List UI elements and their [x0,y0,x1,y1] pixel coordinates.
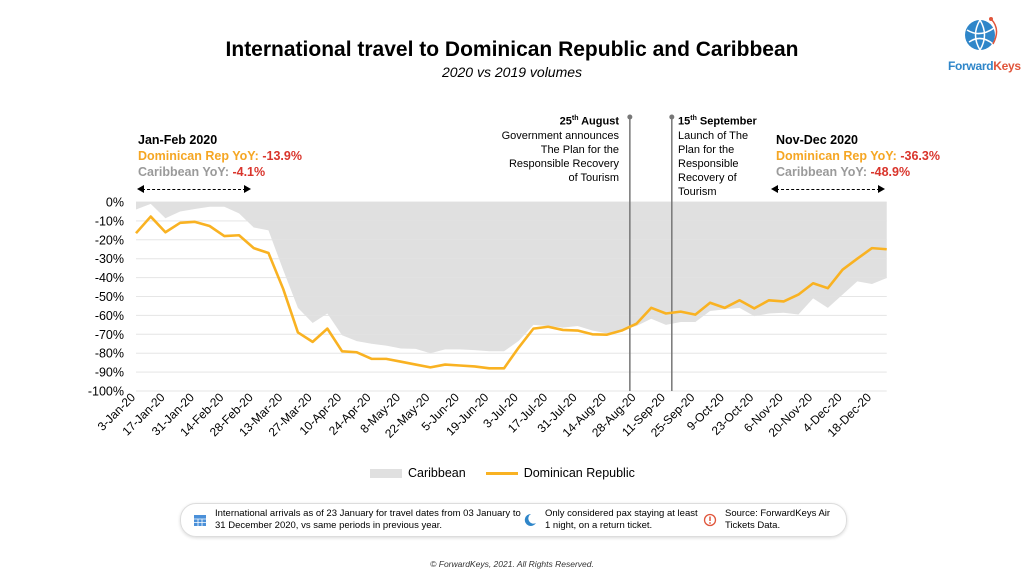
globe-icon [965,17,998,51]
arrowhead-icon [878,185,885,193]
footer-note-source: Source: ForwardKeys Air Tickets Data. [725,508,831,531]
period-arrow-nov-dec [776,189,880,190]
chart-subtitle: 2020 vs 2019 volumes [441,64,583,80]
dr-yoy-value: -13.9% [262,149,302,163]
y-tick-label: -80% [95,347,124,361]
footer-note-pax: Only considered pax staying at least 1 n… [545,508,698,531]
legend-swatch-caribbean [370,468,402,478]
footer-notes: International arrivals as of 23 January … [180,503,847,537]
copyright: © ForwardKeys, 2021. All Rights Reserved… [430,559,594,569]
dr-yoy-label: Dominican Rep YoY: [138,149,263,163]
y-tick-label: -60% [95,309,124,323]
calendar-icon [194,515,206,526]
y-tick-label: -30% [95,252,124,266]
event-25-august: 25th August Government announces The Pla… [501,115,619,184]
y-tick-label: -100% [88,385,124,399]
dominican-republic-line [135,215,887,370]
annotation-heading: Jan-Feb 2020 [138,133,218,147]
carib-yoy-label: Caribbean YoY: [776,165,871,179]
period-arrow-jan-feb [142,189,246,190]
annotation-nov-dec: Nov-Dec 2020 Dominican Rep YoY: -36.3% C… [776,132,940,180]
warning-icon [703,513,717,527]
footer-note-dates: International arrivals as of 23 January … [215,508,521,531]
y-tick-label: -10% [95,214,124,228]
dr-yoy-label: Dominican Rep YoY: [776,149,901,163]
annotation-heading: Nov-Dec 2020 [776,133,858,147]
legend-swatch-dominican-republic [485,471,518,475]
event-15-september: 15th September Launch of The Plan for th… [678,115,757,198]
dr-yoy-value: -36.3% [900,149,940,163]
y-tick-label: -70% [95,328,124,342]
legend-label-caribbean: Caribbean [408,466,466,480]
carib-yoy-label: Caribbean YoY: [138,165,233,179]
annotation-jan-feb: Jan-Feb 2020 Dominican Rep YoY: -13.9% C… [138,132,302,180]
chart-title: International travel to Dominican Republ… [225,38,799,61]
event-line-25-august-dot [627,114,633,120]
y-tick-label: -20% [95,233,124,247]
arrowhead-icon [771,185,778,193]
event-line-15-september-dot [669,114,675,120]
line-chart: 0% -10% -20% -30% -40% -50% -60% -70% -80% -90% -1… [88,114,887,441]
legend: Caribbean Dominican Republic [370,466,635,480]
logo-text: ForwardKeys [948,59,1021,73]
moon-icon [524,513,536,526]
y-tick-label: 0% [106,196,124,210]
y-tick-label: -90% [95,366,124,380]
forwardkeys-logo: ForwardKeys [948,14,1021,74]
y-tick-label: -40% [95,271,124,285]
y-tick-label: -50% [95,290,124,304]
carib-yoy-value: -48.9% [870,165,911,179]
arrowhead-icon [244,185,251,193]
arrowhead-icon [137,185,144,193]
carib-yoy-value: -4.1% [232,165,266,179]
legend-label-dominican-republic: Dominican Republic [523,466,635,480]
